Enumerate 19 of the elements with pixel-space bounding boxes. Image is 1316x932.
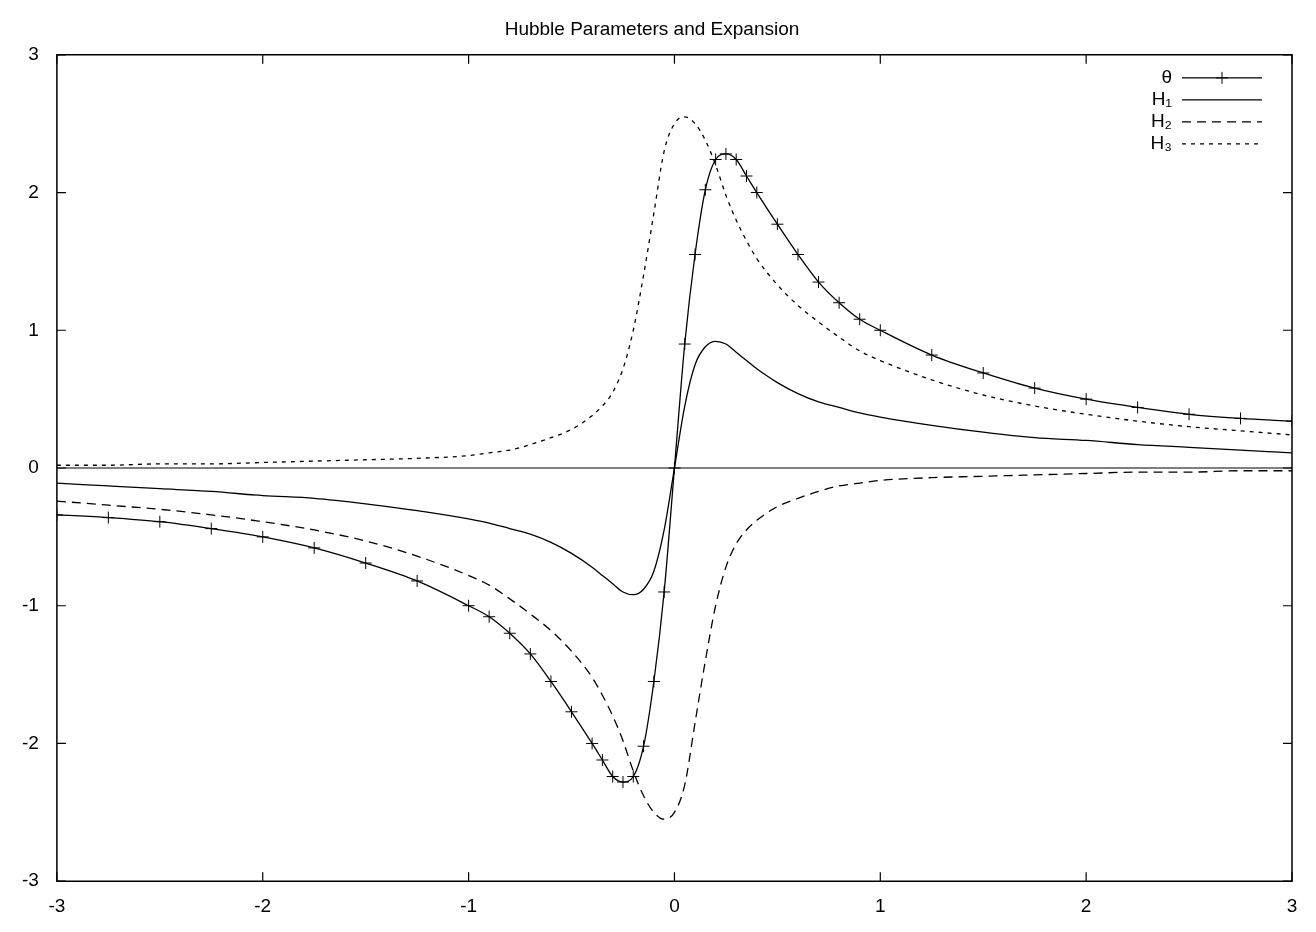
y-tick-label: 2: [28, 180, 39, 202]
x-tick-label: 2: [1080, 894, 1092, 916]
x-tick-label: 0: [669, 894, 680, 916]
chart-title: Hubble Parameters and Expansion: [504, 17, 800, 39]
y-tick-label: -2: [21, 731, 39, 753]
y-tick-label: -3: [21, 869, 39, 891]
legend-label: H₂: [1150, 110, 1172, 132]
y-tick-label: 3: [28, 43, 39, 65]
legend-label: θ: [1161, 66, 1172, 88]
y-tick-label: 1: [28, 318, 39, 340]
x-tick-label: 3: [1286, 894, 1298, 916]
legend-label: H₁: [1151, 88, 1172, 110]
legend-label: H₃: [1150, 132, 1172, 154]
x-tick-label: 1: [875, 894, 886, 916]
x-tick-label: -3: [48, 894, 66, 916]
x-tick-label: -1: [460, 894, 478, 916]
x-tick-label: -2: [254, 894, 272, 916]
y-tick-label: -1: [21, 593, 39, 615]
y-tick-label: 0: [28, 456, 39, 478]
